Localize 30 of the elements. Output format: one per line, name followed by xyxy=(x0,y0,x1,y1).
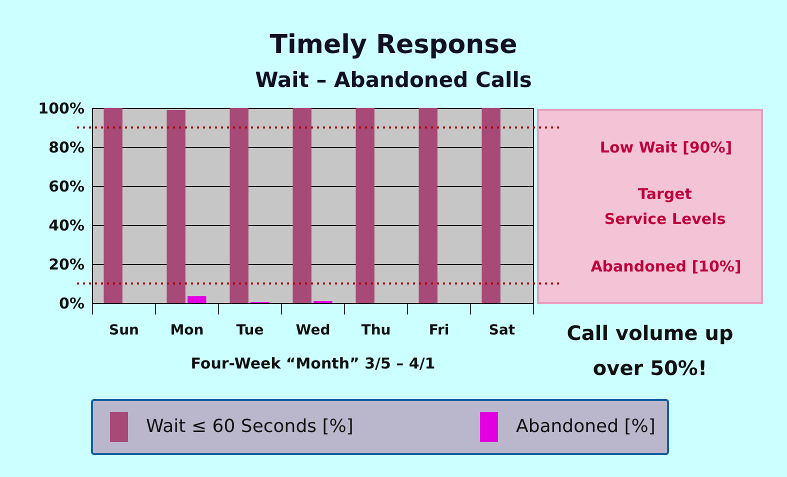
y-tick-label: 40% xyxy=(48,216,84,234)
x-tick-label: Fri xyxy=(428,322,450,338)
y-tick-label: 20% xyxy=(48,256,84,274)
ref-line-label: Abandoned [10%] xyxy=(590,258,742,276)
x-tick-label: Wed xyxy=(296,322,330,338)
bar xyxy=(292,108,312,303)
x-axis-title: Four-Week “Month” 3/5 – 4/1 xyxy=(190,354,436,372)
bar xyxy=(188,296,206,303)
text: Target Service Levels xyxy=(604,185,726,228)
y-tick-label: 0% xyxy=(59,294,84,312)
x-tick-label: Thu xyxy=(361,322,391,338)
bar xyxy=(166,110,186,303)
ref-line-label: Low Wait [90%] xyxy=(600,138,732,156)
x-tick-label: Sun xyxy=(108,322,140,338)
x-tick-label: Sat xyxy=(488,322,516,338)
bar xyxy=(230,108,248,303)
bar xyxy=(482,108,500,303)
bar xyxy=(104,108,122,303)
legend-label: Wait ≤ 60 Seconds [%] xyxy=(146,416,354,437)
text: Call volume up over 50%! xyxy=(566,321,734,380)
y-tick-label: 100% xyxy=(38,100,84,118)
chart-title: Timely Response xyxy=(270,30,518,60)
x-tick-label: Mon xyxy=(170,322,204,338)
bar xyxy=(418,108,438,303)
chart-subtitle: Wait – Abandoned Calls xyxy=(255,68,532,92)
x-tick-label: Tue xyxy=(236,322,264,338)
bar xyxy=(356,108,374,303)
y-tick-label: 60% xyxy=(48,178,84,196)
legend-label: Abandoned [%] xyxy=(516,416,656,437)
y-tick-label: 80% xyxy=(48,138,84,156)
